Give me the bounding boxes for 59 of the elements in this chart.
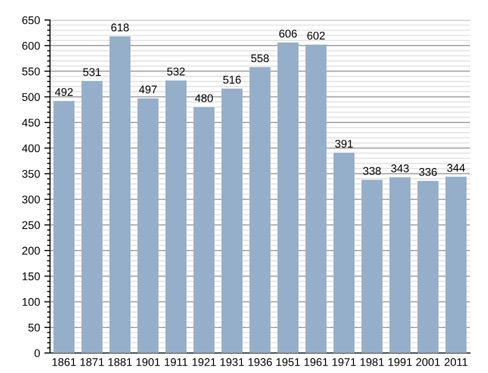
data-label: 516	[223, 76, 241, 84]
x-tick-label: 2011	[444, 358, 468, 366]
bar	[362, 180, 382, 353]
data-label: 338	[363, 167, 381, 175]
y-tick-label: 50	[28, 324, 40, 332]
y-tick-label: 600	[22, 42, 40, 50]
x-tick-label: 1971	[332, 358, 356, 366]
x-tick-label: 1931	[220, 358, 244, 366]
bar	[166, 80, 186, 353]
bar	[54, 100, 74, 353]
y-tick-label: 350	[22, 170, 40, 178]
data-label: 343	[391, 164, 409, 172]
y-tick-label: 250	[22, 221, 40, 230]
y-tick-label: 0	[34, 349, 40, 358]
y-tick-label: 200	[22, 246, 40, 255]
bar	[222, 88, 242, 353]
data-label: 558	[251, 54, 269, 62]
data-label: 497	[138, 86, 157, 94]
data-label: 344	[447, 164, 465, 172]
bar	[278, 42, 298, 353]
data-label: 606	[279, 30, 297, 38]
bar	[110, 36, 130, 353]
y-tick-label: 650	[22, 16, 40, 24]
x-tick-label: 1991	[388, 358, 412, 366]
data-label: 531	[83, 68, 101, 76]
bar	[138, 98, 158, 353]
x-tick-label: 1951	[276, 358, 300, 366]
x-tick-label: 1961	[304, 358, 328, 366]
y-tick-label: 300	[22, 196, 40, 204]
x-tick-label: 1911	[164, 358, 188, 366]
data-label: 480	[194, 94, 213, 102]
bar	[390, 177, 410, 353]
bar	[418, 180, 438, 353]
data-label: 602	[307, 32, 325, 40]
bar	[334, 152, 354, 353]
bar	[446, 176, 466, 353]
data-label: 492	[54, 88, 73, 96]
y-tick-label: 400	[22, 144, 40, 152]
x-tick-label: 1921	[192, 358, 216, 366]
data-label: 391	[335, 140, 353, 148]
x-tick-label: 1901	[136, 358, 160, 366]
y-tick-label: 550	[22, 68, 40, 76]
data-label: 532	[167, 68, 185, 76]
bar	[306, 44, 326, 353]
y-tick-label: 100	[22, 298, 40, 306]
bar	[250, 67, 270, 353]
x-tick-label: 2001	[416, 358, 440, 366]
bar	[194, 107, 214, 353]
y-tick-label: 450	[22, 118, 40, 127]
y-tick-label: 500	[22, 93, 40, 101]
x-tick-label: 1936	[248, 358, 272, 366]
x-tick-label: 1881	[108, 358, 132, 366]
data-label: 618	[111, 24, 129, 32]
bar	[82, 80, 102, 353]
x-tick-label: 1861	[52, 358, 76, 366]
y-tick-label: 150	[22, 272, 40, 280]
x-tick-label: 1981	[360, 358, 384, 366]
data-label: 336	[419, 168, 437, 176]
x-tick-label: 1871	[80, 358, 104, 366]
